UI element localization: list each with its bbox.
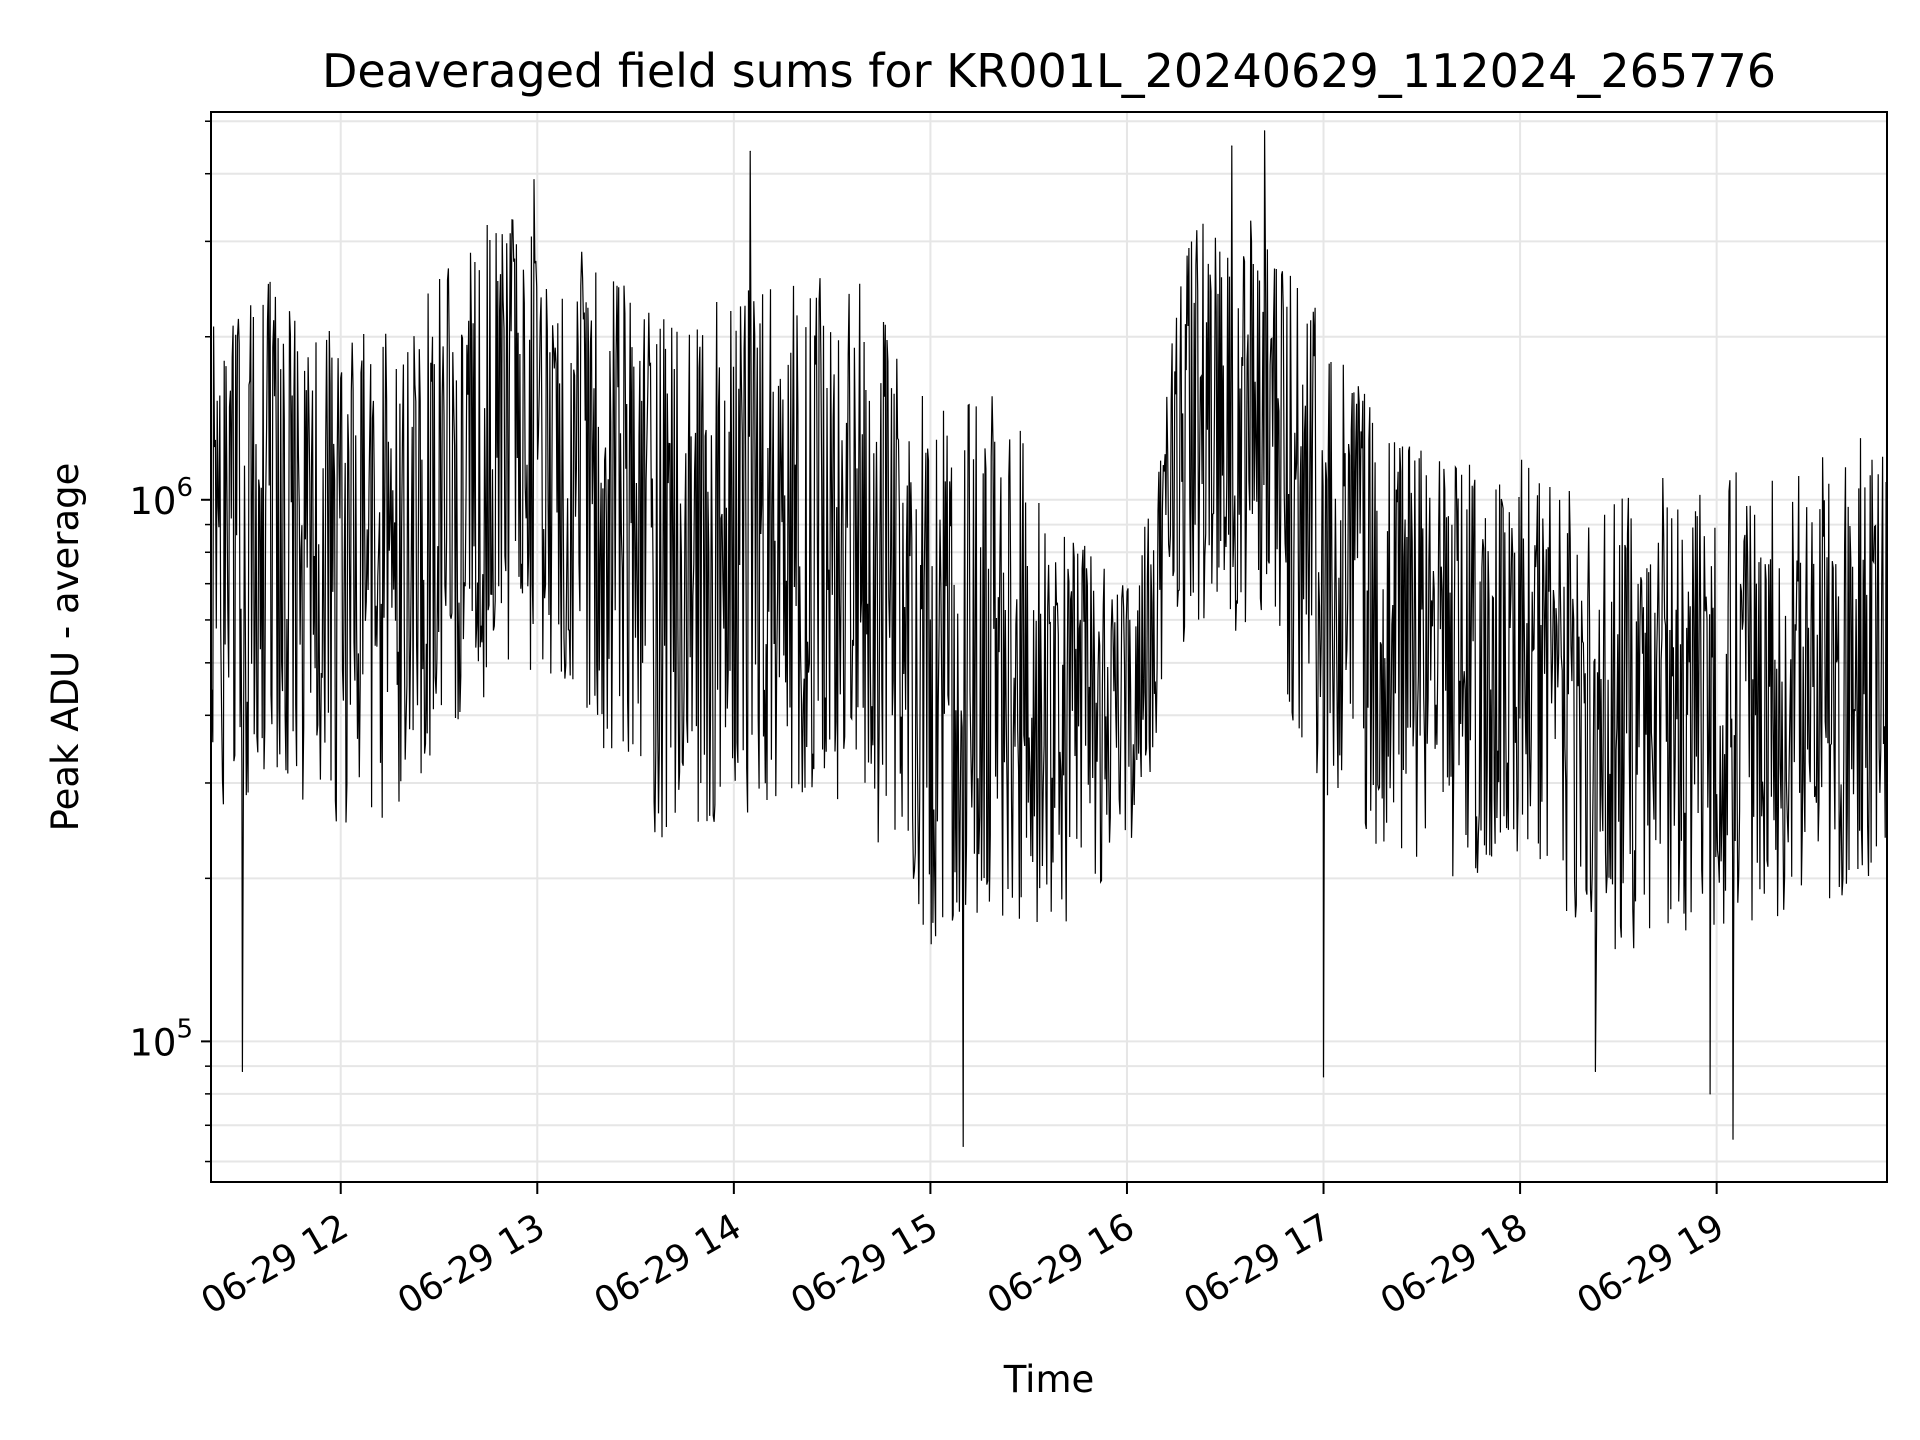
y-tick-base: 10	[129, 480, 176, 523]
data-point	[533, 179, 535, 181]
y-tick-label: 106	[129, 473, 193, 523]
data-point	[1594, 1070, 1597, 1073]
data-point	[1263, 130, 1266, 132]
x-axis-label: Time	[1003, 1358, 1095, 1401]
data-point	[241, 1070, 244, 1073]
y-axis-label: Peak ADU - average	[44, 463, 87, 832]
data-point	[1709, 1093, 1711, 1095]
y-tick-exponent: 5	[176, 1014, 193, 1044]
plot-frame	[210, 111, 1888, 1183]
data-point	[1231, 145, 1233, 147]
y-tick-base: 10	[129, 1021, 176, 1064]
y-tick-label: 105	[129, 1014, 193, 1064]
data-point	[1322, 1076, 1325, 1078]
series-group	[210, 130, 1888, 1147]
series-line	[210, 130, 1888, 1147]
y-tick-exponent: 6	[176, 473, 193, 503]
data-point	[749, 150, 751, 152]
data-point	[1732, 1138, 1734, 1140]
chart-title: Deaveraged field sums for KR001L_2024062…	[322, 44, 1776, 98]
data-point	[962, 1145, 964, 1147]
